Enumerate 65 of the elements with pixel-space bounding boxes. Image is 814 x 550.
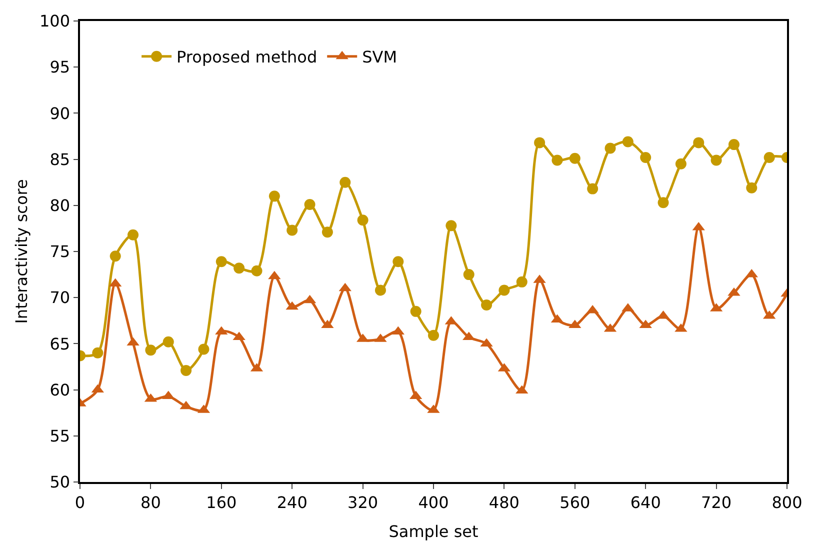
point [410,306,422,317]
point [587,183,598,194]
point [693,137,704,148]
point [516,276,528,288]
x-tick-label: 0 [74,492,86,512]
x-tick-label: 720 [701,492,732,512]
point [340,176,351,188]
point [234,262,245,274]
point [446,220,457,232]
point [128,229,139,240]
point [764,152,775,163]
x-tick-label: 480 [488,492,520,512]
y-tick-label: 100 [40,12,70,31]
y-tick-label: 80 [50,196,70,215]
x-tick-label: 400 [418,492,449,512]
point [268,190,280,202]
x-tick-label: 320 [348,492,378,512]
x-tick-label: 160 [206,492,237,512]
point [322,226,333,238]
point [463,269,474,280]
point [658,197,669,208]
point [640,152,652,163]
y-tick-label: 85 [50,150,70,169]
point [357,214,368,226]
y-tick-label: 55 [50,426,70,446]
point [622,136,634,148]
x-tick-label: 800 [772,492,802,512]
point [534,137,546,148]
y-tick-label: 70 [50,288,70,308]
point [552,154,563,166]
point [675,158,686,170]
legend-label: SVM [362,48,398,67]
point [498,284,510,296]
point [286,224,298,236]
point [251,265,262,276]
point [304,198,316,210]
y-tick-label: 75 [50,242,70,262]
point [569,152,580,164]
point [710,154,722,166]
x-tick-label: 560 [560,492,590,512]
y-tick-label: 90 [50,104,70,123]
point [728,139,740,150]
legend-label: Proposed method [176,48,318,67]
y-axis-title: Interactivity score [12,179,31,324]
y-tick-label: 95 [50,58,70,77]
y-tick-label: 60 [50,380,70,400]
point [428,330,439,341]
point [746,182,758,194]
point [604,142,616,154]
x-axis-title: Sample set [388,522,478,542]
y-tick-label: 65 [50,334,70,354]
point [145,344,156,356]
point [110,250,121,262]
point [216,256,227,268]
point [374,284,386,296]
y-tick-label: 50 [50,472,70,492]
point [198,344,210,355]
point [162,336,174,348]
point [92,347,104,358]
x-tick-label: 80 [140,492,161,512]
point [392,256,404,268]
point [481,299,492,310]
x-tick-label: 640 [630,492,661,512]
point [180,364,192,376]
x-tick-label: 240 [276,492,308,512]
